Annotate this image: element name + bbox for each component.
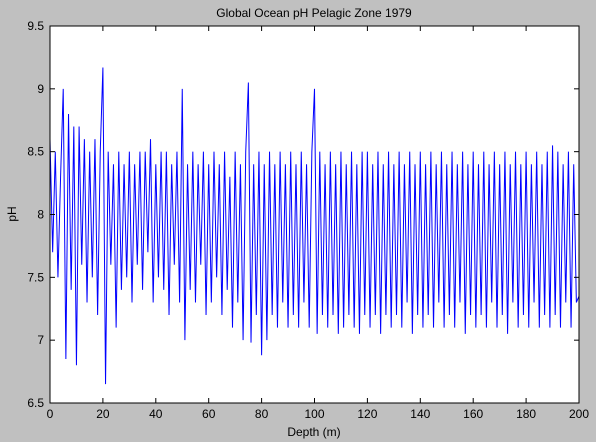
x-tick-label: 180 — [516, 407, 536, 421]
chart-title: Global Ocean pH Pelagic Zone 1979 — [216, 6, 412, 20]
data-line — [49, 67, 580, 385]
x-tick-label: 120 — [357, 407, 377, 421]
x-tick-label: 200 — [569, 407, 589, 421]
x-tick-label: 100 — [304, 407, 324, 421]
y-tick-label: 9 — [37, 82, 44, 96]
x-tick-label: 160 — [463, 407, 483, 421]
plot-area — [50, 26, 579, 403]
y-tick-label: 8 — [37, 208, 44, 222]
x-tick-label: 40 — [149, 407, 163, 421]
x-tick-label: 0 — [47, 407, 54, 421]
x-axis-label: Depth (m) — [287, 425, 340, 439]
y-tick-label: 7 — [37, 333, 44, 347]
y-axis-label: pH — [5, 206, 19, 221]
x-tick-label: 80 — [255, 407, 269, 421]
y-tick-label: 7.5 — [27, 270, 44, 284]
x-tick-label: 20 — [96, 407, 110, 421]
x-tick-label: 140 — [410, 407, 430, 421]
x-tick-label: 60 — [202, 407, 216, 421]
y-tick-label: 9.5 — [27, 19, 44, 33]
y-tick-label: 8.5 — [27, 145, 44, 159]
y-tick-label: 6.5 — [27, 396, 44, 410]
